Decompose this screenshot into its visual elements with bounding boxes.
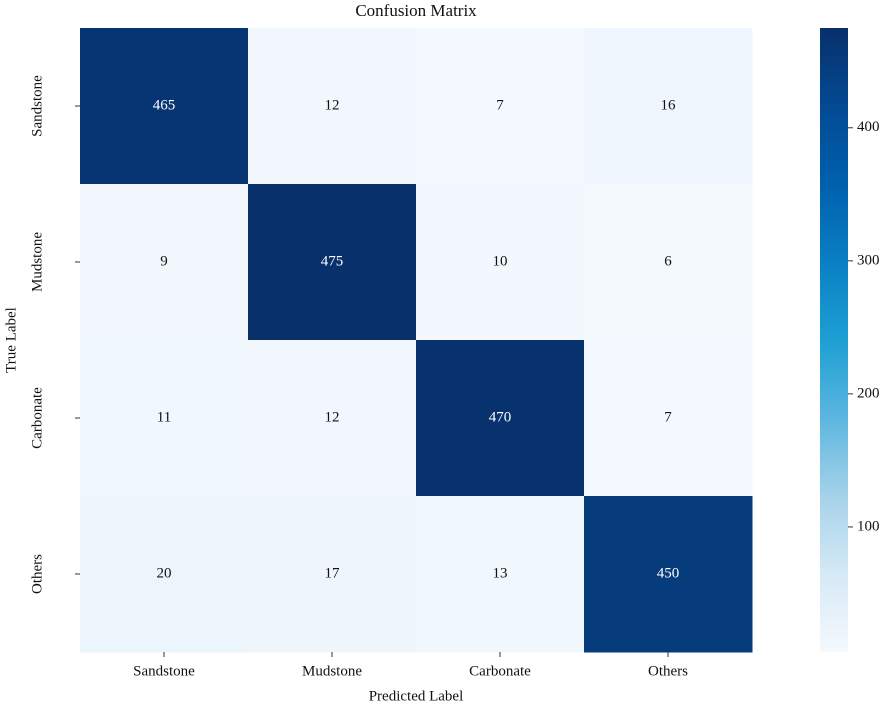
cell-label: 475 [321, 253, 344, 269]
cell-label: 17 [325, 565, 341, 581]
cell-label: 20 [157, 565, 172, 581]
cell-label: 10 [493, 253, 508, 269]
x-tick-label: Sandstone [133, 663, 195, 679]
heatmap-cell [80, 340, 249, 497]
cell-label: 13 [493, 565, 508, 581]
y-tick-label: Sandstone [29, 75, 45, 137]
heatmap-cell [584, 28, 753, 185]
cell-label: 450 [657, 565, 680, 581]
heatmap-cell [584, 496, 753, 653]
y-tick-label: Mudstone [29, 232, 45, 292]
heatmap-cell [248, 496, 417, 653]
cell-label: 11 [157, 409, 171, 425]
cell-label: 16 [661, 97, 677, 113]
heatmap-cell [416, 28, 585, 185]
cell-label: 9 [160, 253, 168, 269]
heatmap-cell [416, 340, 585, 497]
heatmap-cell [416, 496, 585, 653]
x-axis-label: Predicted Label [369, 688, 464, 704]
x-tick-label: Mudstone [302, 663, 362, 679]
cell-label: 470 [489, 409, 512, 425]
heatmap-cell [248, 184, 417, 341]
heatmap-cell [80, 184, 249, 341]
x-tick-label: Others [648, 663, 688, 679]
heatmap-cell [584, 184, 753, 341]
heatmap-cell [80, 28, 249, 185]
y-tick-label: Carbonate [29, 387, 45, 449]
cell-label: 7 [664, 409, 672, 425]
colorbar-tick-label: 300 [857, 252, 880, 268]
chart-title: Confusion Matrix [355, 1, 477, 20]
colorbar-tick-label: 400 [857, 119, 880, 135]
cell-label: 7 [496, 97, 504, 113]
heatmap-cell [80, 496, 249, 653]
cell-label: 6 [664, 253, 672, 269]
cell-label: 465 [153, 97, 176, 113]
colorbar [820, 28, 848, 652]
heatmap-cell [416, 184, 585, 341]
x-tick-label: Carbonate [469, 663, 531, 679]
colorbar-tick-label: 100 [857, 518, 880, 534]
y-tick-label: Others [29, 554, 45, 594]
colorbar-tick-label: 200 [857, 385, 880, 401]
heatmap-cell [248, 340, 417, 497]
cell-label: 12 [325, 409, 340, 425]
y-axis-label: True Label [3, 307, 19, 373]
heatmap-cell [584, 340, 753, 497]
cell-label: 12 [325, 97, 340, 113]
heatmap-cell [248, 28, 417, 185]
